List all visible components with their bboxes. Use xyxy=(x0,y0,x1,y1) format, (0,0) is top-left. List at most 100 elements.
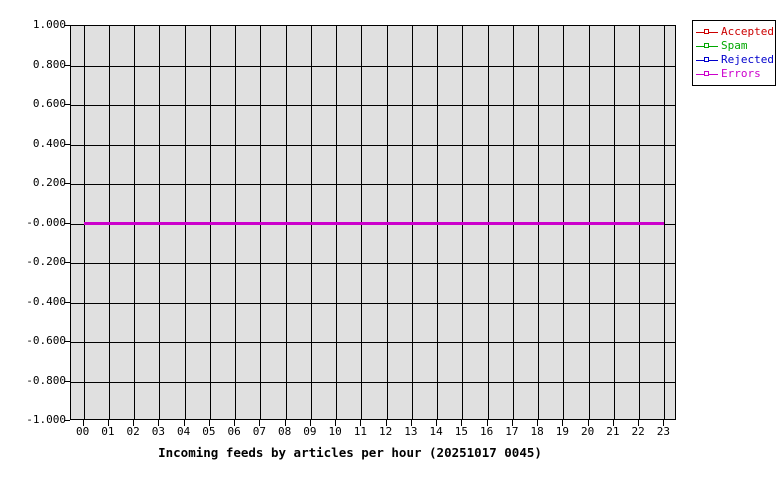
legend-item-label: Accepted xyxy=(721,25,774,38)
y-axis-tick xyxy=(64,183,70,184)
plot-area xyxy=(70,25,676,420)
series-line-errors xyxy=(235,222,261,225)
series-line-errors xyxy=(310,222,337,225)
x-axis-tick-label: 11 xyxy=(353,425,367,438)
x-axis-tick xyxy=(386,420,387,426)
y-axis-tick xyxy=(64,380,70,382)
x-axis-tick-label: 08 xyxy=(278,425,292,438)
y-axis-tick-label: -0.000 xyxy=(26,215,66,229)
y-axis-tick-label-wrap: -0.000 xyxy=(0,217,66,228)
x-axis-tick xyxy=(234,420,235,426)
x-axis-tick xyxy=(133,420,134,426)
x-axis-tick xyxy=(562,420,563,426)
legend-marker-square-icon xyxy=(704,28,709,34)
x-axis-tick xyxy=(259,420,260,426)
x-axis-tick xyxy=(512,420,513,426)
y-axis-tick-label: -0.200 xyxy=(26,255,66,268)
x-axis-tick-label: 20 xyxy=(581,425,595,438)
x-axis-tick xyxy=(436,420,437,426)
legend-item-spam[interactable]: Spam xyxy=(696,39,772,53)
grid-line-horizontal xyxy=(71,144,675,146)
x-axis-tick-label: 21 xyxy=(606,425,620,438)
x-axis-tick xyxy=(663,420,664,426)
series-line-errors xyxy=(487,222,513,225)
y-axis-tick-label: 0.400 xyxy=(32,136,66,150)
x-axis-tick xyxy=(285,420,286,426)
x-axis-tick xyxy=(360,420,361,426)
x-axis-tick-label: 05 xyxy=(202,425,216,438)
y-axis-tick-label-wrap: 1.000 xyxy=(0,19,66,30)
x-axis-tick xyxy=(184,420,185,426)
x-axis-tick-label: 23 xyxy=(656,425,670,438)
x-axis-tick-label: 15 xyxy=(454,425,468,438)
y-axis-tick-label-wrap: 0.800 xyxy=(0,59,66,70)
y-axis-tick xyxy=(64,262,70,263)
legend-item-label: Spam xyxy=(721,39,748,52)
y-axis-tick-label-wrap: 0.200 xyxy=(0,177,66,188)
x-axis-tick-label: 07 xyxy=(252,425,266,438)
series-line-errors xyxy=(639,222,665,225)
chart-title: Incoming feeds by articles per hour (202… xyxy=(158,445,542,460)
y-axis-tick-label: -0.600 xyxy=(26,334,66,347)
x-axis-tick-label: 06 xyxy=(227,425,241,438)
series-line-errors xyxy=(462,222,488,225)
y-axis-tick-label-wrap: 0.600 xyxy=(0,98,66,109)
series-line-errors xyxy=(209,222,236,225)
x-axis-tick xyxy=(158,420,159,426)
x-axis-tick-label: 00 xyxy=(76,425,90,438)
grid-line-horizontal xyxy=(71,342,675,343)
x-axis-tick-label: 01 xyxy=(101,425,115,438)
legend-marker-square-icon xyxy=(704,56,709,62)
x-axis-tick-label: 12 xyxy=(379,425,393,438)
legend-item-errors[interactable]: Errors xyxy=(696,67,772,81)
y-axis-tick xyxy=(64,143,70,145)
x-axis-tick xyxy=(537,420,538,426)
x-axis-tick xyxy=(310,420,311,426)
series-line-errors xyxy=(613,222,640,225)
grid-line-vertical xyxy=(664,26,665,419)
y-axis-tick-label: 0.800 xyxy=(32,57,66,71)
y-axis-tick xyxy=(64,420,70,421)
x-axis-tick xyxy=(209,420,210,426)
legend-marker-icon xyxy=(696,41,718,52)
y-axis-tick-label: -1.000 xyxy=(26,413,66,426)
grid-line-horizontal xyxy=(71,184,675,185)
y-axis-tick-label-wrap: -0.800 xyxy=(0,375,66,386)
x-axis-tick xyxy=(335,420,336,426)
y-axis-tick xyxy=(64,25,70,26)
series-line-errors xyxy=(386,222,412,225)
x-axis-tick xyxy=(461,420,462,426)
x-axis-tick-label: 14 xyxy=(429,425,443,438)
grid-line-horizontal xyxy=(71,263,675,264)
series-line-errors xyxy=(285,222,311,225)
series-line-errors xyxy=(108,222,135,225)
legend-item-accepted[interactable]: Accepted xyxy=(696,25,774,39)
x-axis-tick-label: 04 xyxy=(177,425,191,438)
legend-item-rejected[interactable]: Rejected xyxy=(696,53,774,67)
y-axis-tick-label-wrap: -1.000 xyxy=(0,414,66,425)
x-axis-tick xyxy=(108,420,109,426)
series-line-errors xyxy=(538,222,564,225)
series-line-errors xyxy=(83,222,109,225)
grid-line-horizontal xyxy=(71,381,675,383)
x-axis-tick xyxy=(638,420,639,426)
legend-item-label: Rejected xyxy=(721,53,774,66)
x-axis-tick-label: 18 xyxy=(530,425,544,438)
legend-marker-square-icon xyxy=(704,70,709,76)
legend-marker-icon xyxy=(696,27,718,38)
x-axis-tick-label: 02 xyxy=(126,425,140,438)
x-axis-tick-label: 10 xyxy=(328,425,342,438)
y-axis-tick xyxy=(64,341,70,342)
y-axis-tick-label-wrap: -0.600 xyxy=(0,335,66,346)
x-axis-tick-label: 03 xyxy=(151,425,165,438)
legend: Accepted Spam Rejected Errors xyxy=(692,20,776,86)
legend-marker-icon xyxy=(696,69,718,80)
series-line-errors xyxy=(260,222,286,225)
series-line-errors xyxy=(588,222,614,225)
y-axis-tick-label-wrap: 0.400 xyxy=(0,138,66,149)
x-axis-tick-label: 09 xyxy=(303,425,317,438)
series-line-errors xyxy=(159,222,185,225)
y-axis-tick-label: 0.200 xyxy=(32,176,66,189)
x-axis-tick xyxy=(588,420,589,426)
series-line-errors xyxy=(437,222,463,225)
